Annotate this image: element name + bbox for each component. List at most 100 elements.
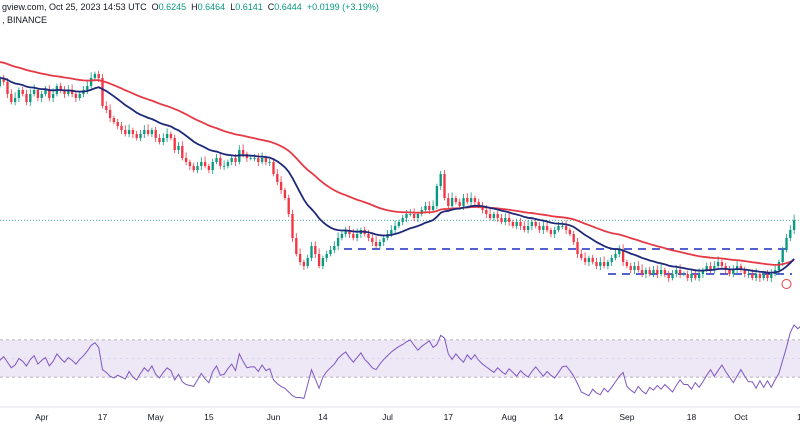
candle-body: [17, 90, 21, 98]
candle-body: [488, 214, 492, 218]
candle-body: [792, 220, 796, 230]
candle-body: [781, 250, 784, 262]
x-tick-label: Jul: [382, 412, 393, 422]
candle-body: [770, 274, 773, 278]
candle-body: [162, 138, 165, 142]
candle-body: [496, 214, 499, 218]
candle-body: [135, 134, 138, 138]
low-value: 0.6141: [235, 2, 263, 12]
candle-body: [108, 110, 112, 118]
candle-body: [120, 126, 123, 130]
candle-body: [314, 246, 317, 254]
candle-body: [466, 198, 469, 202]
candle-body: [257, 158, 260, 162]
candle-body: [519, 222, 522, 226]
candle-body: [48, 90, 51, 98]
candle-body: [298, 254, 302, 262]
candle-body: [226, 162, 230, 166]
candle-body: [515, 222, 518, 226]
candle-body: [348, 230, 351, 234]
candle-body: [321, 258, 325, 266]
candle-body: [762, 274, 765, 278]
candle-body: [105, 106, 108, 110]
candle-body: [728, 270, 731, 274]
x-tick-label: 18: [687, 412, 697, 422]
candle-body: [32, 90, 36, 94]
candle-body: [435, 186, 439, 206]
candle-body: [690, 274, 693, 278]
candle-body: [378, 242, 382, 246]
candle-body: [211, 162, 214, 170]
candle-body: [485, 210, 488, 214]
candle-body: [557, 226, 560, 230]
candle-body: [74, 94, 78, 98]
candle-body: [2, 78, 5, 82]
x-tick-label: Apr: [35, 412, 48, 422]
candle-body: [751, 274, 754, 278]
candle-body: [200, 162, 203, 166]
candle-body: [477, 202, 480, 206]
candle-body: [230, 158, 233, 162]
candle-body: [713, 266, 716, 270]
x-tick-label: 14: [554, 412, 564, 422]
candle-body: [576, 242, 579, 254]
candle-body: [101, 78, 104, 106]
candle-body: [542, 226, 545, 230]
candle-body: [264, 158, 268, 162]
candle-body: [424, 206, 427, 210]
candle-body: [150, 130, 154, 134]
candle-body: [59, 86, 62, 90]
candle-body: [112, 118, 116, 122]
candle-body: [146, 130, 150, 134]
candle-body: [169, 134, 173, 138]
candle-body: [678, 270, 682, 274]
candle-body: [291, 214, 294, 238]
candle-body: [553, 230, 556, 234]
candle-body: [97, 74, 100, 78]
candle-body: [382, 238, 385, 242]
candle-body: [652, 270, 655, 274]
candle-body: [530, 222, 534, 226]
candle-body: [675, 270, 678, 274]
candle-body: [51, 94, 55, 98]
candle-body: [241, 150, 245, 154]
candle-body: [207, 166, 211, 170]
candle-body: [614, 254, 617, 258]
candle-body: [63, 90, 66, 94]
candle-body: [462, 198, 465, 206]
candle-body: [10, 94, 13, 102]
candle-body: [671, 274, 674, 278]
candle-body: [439, 174, 442, 186]
candle-body: [222, 166, 226, 167]
candle-body: [276, 174, 279, 182]
candle-body: [732, 270, 735, 274]
candle-body: [283, 190, 287, 198]
candle-body: [397, 222, 401, 226]
candle-body: [40, 94, 43, 98]
candle-body: [184, 158, 188, 162]
candle-body: [196, 166, 199, 170]
candle-body: [36, 90, 40, 98]
candle-body: [116, 122, 119, 126]
candle-body: [352, 234, 355, 238]
candle-body: [390, 230, 393, 234]
candle-body: [595, 262, 598, 266]
candle-body: [355, 234, 359, 238]
candle-body: [165, 134, 169, 138]
candle-body: [789, 230, 792, 238]
candle-body: [507, 218, 511, 222]
candle-body: [701, 270, 705, 274]
candle-body: [21, 90, 24, 94]
candle-body: [127, 130, 131, 134]
candle-body: [735, 266, 739, 270]
candle-body: [648, 270, 651, 274]
candle-body: [777, 262, 781, 270]
candle-body: [188, 162, 192, 166]
candle-body: [173, 138, 176, 150]
candle-body: [545, 226, 549, 230]
candle-body: [568, 230, 572, 234]
candle-body: [602, 262, 606, 266]
header-source: gview.com, Oct 25, 2023 14:53 UTC: [2, 2, 147, 12]
candle-body: [279, 182, 283, 190]
candle-body: [306, 258, 309, 266]
